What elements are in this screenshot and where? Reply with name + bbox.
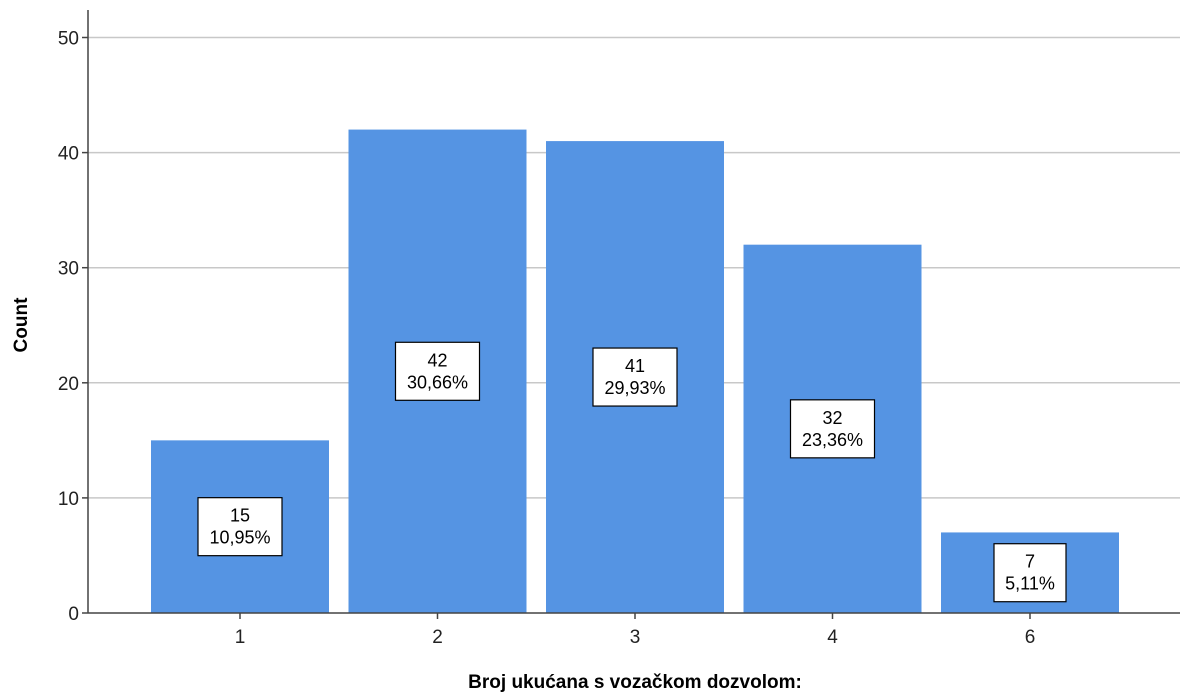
- data-label-box-4: [789, 399, 876, 459]
- y-axis-title: Count: [11, 297, 32, 353]
- x-tick-label-4: 4: [827, 627, 838, 648]
- data-label-box-3: [592, 347, 678, 407]
- y-tick-label-10: 10: [58, 489, 79, 510]
- y-tick-label-40: 40: [58, 144, 79, 165]
- data-label-count-3: 41: [625, 356, 645, 376]
- x-tick-label-2: 2: [432, 627, 443, 648]
- x-tick-label-6: 6: [1025, 627, 1036, 648]
- data-label-percent-4: 23,36%: [802, 430, 863, 450]
- y-tick-labels: 0 10 20 30 40 50: [58, 29, 79, 626]
- x-tick-label-3: 3: [630, 627, 641, 648]
- data-label-percent-1: 10,95%: [209, 528, 270, 548]
- data-label-box-2: [394, 341, 481, 401]
- x-axis-title: Broj ukućana s vozačkom dozvolom:: [468, 672, 802, 693]
- x-tick-label-1: 1: [235, 627, 246, 648]
- data-label-count-6: 7: [1025, 552, 1035, 572]
- data-label-count-4: 32: [822, 408, 842, 428]
- y-tick-label-50: 50: [58, 29, 79, 50]
- y-tick-label-20: 20: [58, 374, 79, 395]
- axes: [82, 10, 1180, 619]
- data-label-count-2: 42: [427, 350, 447, 370]
- y-tick-label-30: 30: [58, 259, 79, 280]
- y-tick-label-0: 0: [68, 604, 79, 625]
- data-label-box-6: [993, 543, 1067, 603]
- x-tick-labels: 1 2 3 4 6: [235, 627, 1036, 648]
- data-label-percent-6: 5,11%: [1005, 574, 1055, 594]
- data-label-percent-2: 30,66%: [407, 372, 468, 392]
- data-label-percent-3: 29,93%: [604, 378, 665, 398]
- data-label-box-1: [197, 497, 283, 557]
- data-label-count-1: 15: [230, 506, 250, 526]
